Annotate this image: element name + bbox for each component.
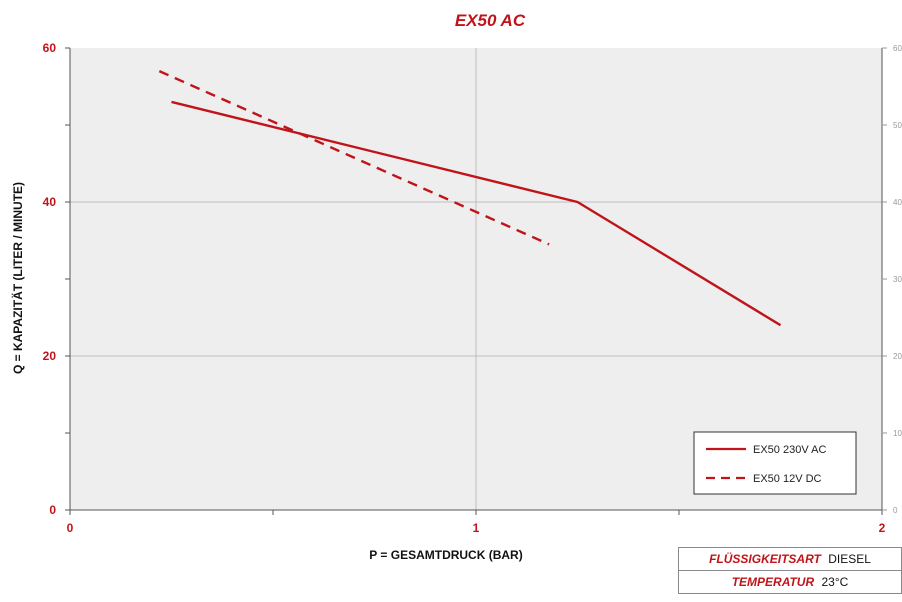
x-axis-label: P = GESAMTDRUCK (BAR) xyxy=(369,548,522,562)
info-key-temperature: TEMPERATUR xyxy=(731,575,815,589)
info-row-fluid: FLÜSSIGKEITSART DIESEL xyxy=(678,547,902,571)
chart-title: EX50 AC xyxy=(455,11,526,30)
info-value-temperature: 23°C xyxy=(821,575,849,589)
right-tick-label: 20 xyxy=(893,352,902,361)
grid-lines xyxy=(70,48,882,510)
info-key-fluid: FLÜSSIGKEITSART xyxy=(709,552,821,566)
y-tick-label: 20 xyxy=(43,349,57,363)
y-tick-label: 0 xyxy=(49,503,56,517)
fluid-info-table: FLÜSSIGKEITSART DIESEL TEMPERATUR 23°C xyxy=(678,547,902,594)
info-row-temperature: TEMPERATUR 23°C xyxy=(678,570,902,594)
series-layer xyxy=(158,70,782,327)
x-tick-label: 2 xyxy=(879,521,886,535)
series-line-ex50-12v-dc xyxy=(158,70,550,246)
x-axis-ticks: 0 1 2 xyxy=(67,521,886,535)
right-tick-label: 50 xyxy=(893,121,902,130)
y-tick-label: 40 xyxy=(43,195,57,209)
y-axis-label: Q = KAPAZITÄT (LITER / MINUTE) xyxy=(10,182,25,374)
right-tick-label: 0 xyxy=(893,506,898,515)
x-tick-label: 1 xyxy=(473,521,480,535)
legend-label-12v: EX50 12V DC xyxy=(753,473,822,485)
legend-box xyxy=(693,431,857,495)
y-axis-ticks: 0 20 40 60 xyxy=(43,41,57,517)
x-tick-label: 0 xyxy=(67,521,74,535)
right-tick-label: 40 xyxy=(893,198,902,207)
info-value-fluid: DIESEL xyxy=(828,552,871,566)
series-line-ex50-230v-ac xyxy=(171,100,782,327)
legend-label-230v: EX50 230V AC xyxy=(753,444,826,456)
y-tick-label: 60 xyxy=(43,41,57,55)
right-tick-label: 60 xyxy=(893,44,902,53)
right-tick-label: 30 xyxy=(893,275,902,284)
legend: EX50 230V AC EX50 12V DC xyxy=(693,431,857,495)
right-tick-label: 10 xyxy=(893,429,902,438)
right-axis-ticks: 0 10 20 30 40 50 60 xyxy=(882,44,902,515)
